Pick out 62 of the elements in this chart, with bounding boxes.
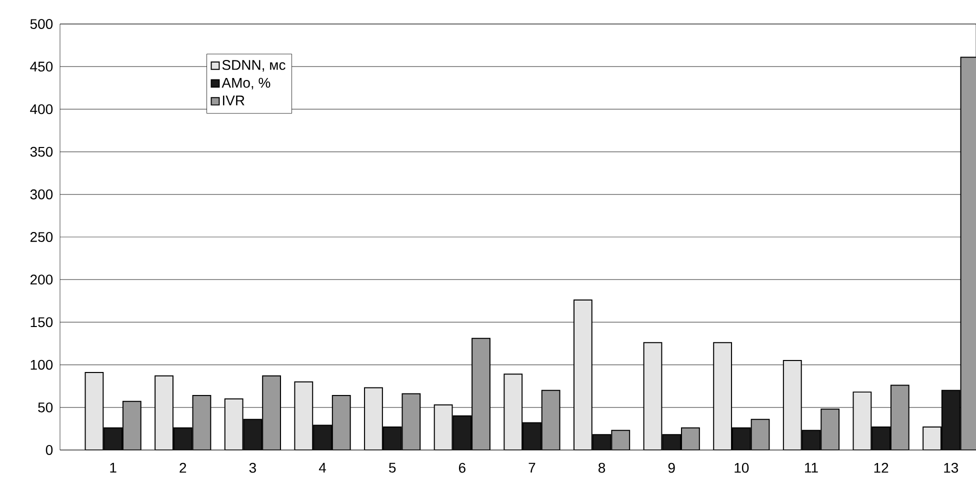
x-tick-label: 8 [598,462,606,473]
x-tick-label: 12 [874,462,888,473]
y-tick-label: 350 [30,146,53,157]
bar [155,376,173,450]
x-tick-label: 11 [805,462,818,472]
bar [192,395,211,450]
bar [453,416,472,450]
x-tick-label: 4 [318,462,326,472]
legend-label: SDNN, мс [222,60,286,72]
y-tick-label: 450 [30,62,53,72]
bar [294,382,313,450]
bar [472,338,490,450]
bar [314,425,332,450]
bar [383,426,402,450]
y-tick-label: 150 [30,317,53,328]
bar [853,392,872,450]
x-tick-label: 3 [249,462,256,473]
bar [612,430,630,450]
bar [941,390,960,450]
y-tick-label: 100 [30,360,53,370]
bar [85,372,104,450]
bar [104,428,122,450]
x-tick-label: 6 [458,462,466,473]
x-tick-label: 5 [389,462,396,473]
y-tick-label: 200 [30,274,53,285]
bar [402,394,420,450]
bar [922,426,942,450]
y-tick-label: 50 [38,402,53,412]
bar [662,434,681,450]
x-tick-label: 1 [110,462,116,472]
bar [574,300,592,450]
bar [890,385,909,450]
bar [732,428,750,450]
bar [332,395,350,450]
y-tick-label: 400 [30,104,53,114]
bar [542,390,560,450]
bar [523,422,541,450]
bar [244,419,262,450]
bar [821,409,840,450]
y-tick-label: 300 [30,189,53,200]
y-tick-label: 250 [30,232,53,242]
bar [682,428,700,450]
bar [364,388,382,450]
legend-label: AMo, % [222,78,270,90]
y-tick-label: 0 [46,445,53,455]
legend-label: IVR [222,96,244,106]
x-tick-label: 10 [734,462,749,473]
bar [644,342,662,450]
x-tick-label: 2 [180,462,186,473]
x-tick-label: 7 [528,462,536,472]
bar [122,401,141,450]
bar [714,342,732,450]
bar [504,374,522,450]
x-tick-label: 13 [944,462,958,473]
bar [434,404,452,450]
bar [872,426,890,450]
y-tick-label: 500 [30,19,53,29]
bar [224,398,243,450]
bar [783,360,802,450]
bar [174,428,192,450]
x-tick-label: 9 [668,462,675,473]
bar [262,376,280,450]
